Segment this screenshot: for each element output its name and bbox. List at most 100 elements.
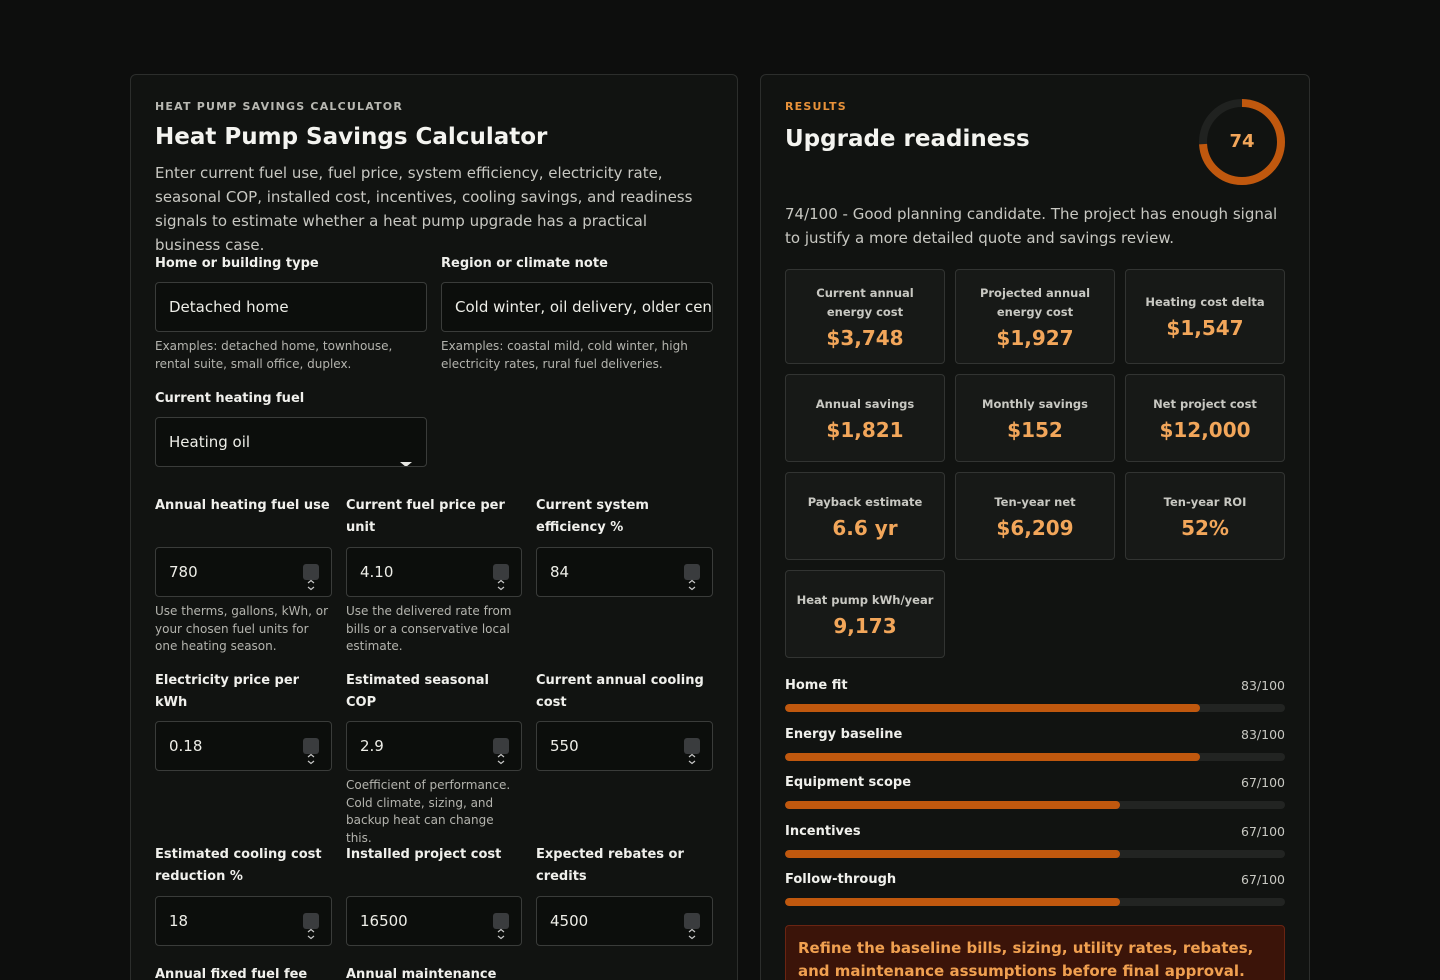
score-label: 67/100 [1241, 823, 1285, 839]
spinner-icon [307, 579, 315, 591]
metric-card: Heating cost delta $1,547 [1125, 269, 1285, 364]
score-bar [785, 849, 1120, 858]
select[interactable]: Heating oil [155, 417, 427, 467]
field-label: Current annual cooling cost [536, 673, 704, 710]
metric-value: 9,173 [833, 613, 897, 638]
metric-label: Ten-year net [994, 494, 1076, 509]
field-label: Current fuel price per unit [346, 498, 505, 535]
input[interactable]: 16500 [346, 896, 522, 946]
metric-value: $1,927 [996, 325, 1074, 350]
metric-card: Payback estimate 6.6 yr [785, 472, 945, 560]
field-label: Home or building type [155, 256, 319, 271]
arrow-icon [400, 462, 412, 466]
metric-label: Heating cost delta [1145, 295, 1265, 309]
score-name: Energy baseline [785, 726, 903, 742]
score-label: 67/100 [1241, 775, 1285, 790]
metric-value: 6.6 yr [832, 515, 898, 540]
spinner-icon [497, 579, 505, 591]
score-name: Follow-through [785, 872, 897, 887]
field-label: Estimated cooling cost reduction % [155, 847, 322, 884]
score-track [785, 801, 1285, 809]
help-text: Use the delivered rate from bills or a c… [346, 604, 512, 653]
score-name: Incentives [785, 823, 861, 839]
metric-label: Projected annual energy cost [979, 285, 1091, 319]
metric-card: Monthly savings $152 [955, 374, 1115, 462]
metric-value: 52% [1181, 515, 1229, 540]
score-track [785, 898, 1285, 906]
donut-arc [1199, 99, 1285, 185]
score-track [785, 752, 1285, 761]
field-label: Expected rebates or credits [536, 847, 684, 884]
score-value: 74 [1229, 131, 1255, 152]
input[interactable]: 84 [536, 547, 713, 597]
summary: 74/100 - Good planning candidate. The pr… [785, 205, 1278, 247]
score-donut [1198, 98, 1286, 186]
score-label: 67/100 [1241, 872, 1285, 887]
spinner-icon [688, 928, 696, 940]
metric-card: Heat pump kWh/year 9,173 [785, 570, 945, 658]
help-text: Coefficient of performance. Cold climate… [346, 778, 511, 845]
score-bar [785, 704, 1200, 712]
description: Enter current fuel use, fuel price, syst… [155, 164, 693, 254]
score-track [785, 849, 1285, 858]
spinner[interactable] [303, 738, 319, 765]
score-bar [785, 752, 1200, 761]
input[interactable]: 550 [536, 721, 713, 771]
metric-value: $1,547 [1166, 316, 1244, 340]
help-text: Examples: coastal mild, cold winter, hig… [441, 339, 688, 371]
alert: Refine the baseline bills, sizing, utili… [785, 925, 1285, 980]
score-label: 83/100 [1241, 726, 1285, 742]
metric-label: Heat pump kWh/year [796, 592, 934, 607]
score-bar [785, 898, 1120, 906]
donut [1199, 99, 1285, 185]
field-label: Electricity price per kWh [155, 673, 300, 710]
score-track [785, 704, 1285, 712]
spinner[interactable] [493, 913, 509, 940]
eyebrow: RESULTS [785, 100, 847, 113]
input[interactable]: 18 [155, 896, 332, 946]
spinner[interactable] [303, 913, 319, 940]
metric-card: Ten-year net $6,209 [955, 472, 1115, 560]
metric-label: Ten-year ROI [1163, 494, 1247, 509]
score-name: Equipment scope [785, 775, 912, 790]
input[interactable]: 2.9 [346, 721, 522, 771]
input[interactable]: Cold winter, oil delivery, older centr [441, 282, 713, 332]
input[interactable]: Detached home [155, 282, 427, 332]
input[interactable]: 0.18 [155, 721, 332, 771]
score-label: 83/100 [1241, 678, 1285, 693]
input[interactable]: 780 [155, 547, 332, 597]
metric-value: $1,821 [826, 417, 904, 442]
spinner[interactable] [493, 564, 509, 591]
field-label: Annual fixed fuel fee [155, 967, 308, 980]
field-label: Region or climate note [441, 256, 608, 271]
spinner[interactable] [684, 564, 700, 591]
input[interactable]: 4.10 [346, 547, 522, 597]
field-label: Current heating fuel [155, 391, 305, 406]
select-arrow [400, 439, 412, 466]
eyebrow: HEAT PUMP SAVINGS CALCULATOR [155, 100, 404, 113]
score-bar [785, 801, 1120, 809]
spinner[interactable] [303, 564, 319, 591]
spinner-icon [688, 579, 696, 591]
help-text: Examples: detached home, townhouse, rent… [155, 339, 393, 371]
metric-card: Net project cost $12,000 [1125, 374, 1285, 462]
spinner[interactable] [684, 738, 700, 765]
field-label: Current system efficiency % [536, 498, 649, 535]
metric-value: $152 [1007, 417, 1063, 442]
metric-value: $6,209 [996, 515, 1074, 540]
field-label: Annual heating fuel use [155, 498, 330, 513]
metric-card: Annual savings $1,821 [785, 374, 945, 462]
help-text: Use therms, gallons, kWh, or your chosen… [155, 604, 329, 653]
spinner-icon [688, 753, 696, 765]
score-name: Home fit [785, 678, 848, 693]
spinner-icon [307, 753, 315, 765]
metric-value: $3,748 [826, 325, 904, 350]
metric-value: $12,000 [1159, 417, 1251, 442]
spinner[interactable] [493, 738, 509, 765]
spinner[interactable] [684, 913, 700, 940]
input[interactable]: 4500 [536, 896, 713, 946]
metric-label: Current annual energy cost [816, 285, 914, 319]
page-title: Heat Pump Savings Calculator [155, 124, 548, 150]
metric-label: Monthly savings [982, 396, 1088, 411]
